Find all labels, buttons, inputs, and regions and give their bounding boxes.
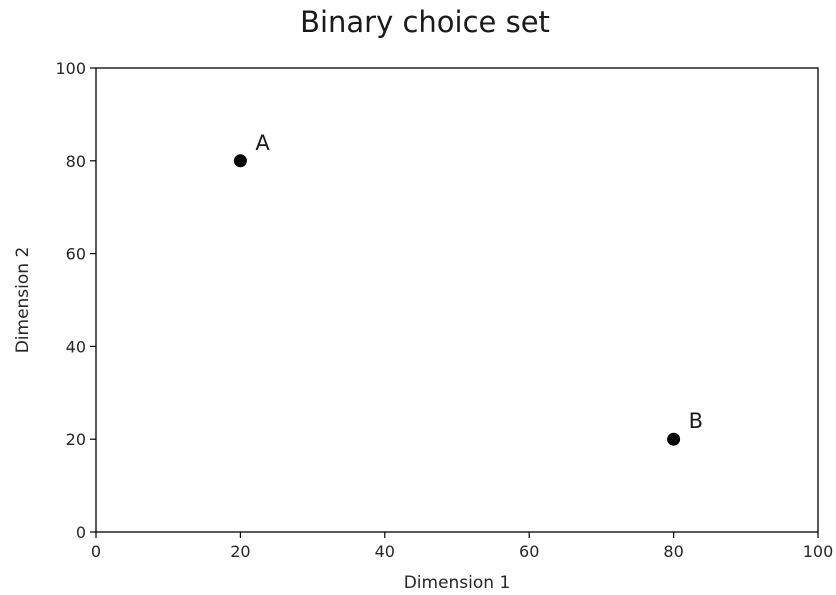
y-tick-label: 100 [55,59,86,78]
y-axis-ticks: 0 20 40 60 80 100 [55,59,96,542]
x-tick-label: 0 [91,542,101,561]
y-tick-label: 60 [66,245,86,264]
x-tick-label: 40 [375,542,395,561]
x-axis-label: Dimension 1 [404,573,511,593]
plot-area-frame [95,67,819,533]
x-tick-label: 80 [663,542,683,561]
x-tick-label: 100 [803,542,834,561]
x-tick-label: 20 [230,542,250,561]
x-axis-ticks: 0 20 40 60 80 100 [91,532,833,561]
data-points: AB [233,131,703,446]
data-point-a [233,154,247,168]
point-label-b: B [689,409,703,433]
x-tick-label: 60 [519,542,539,561]
chart-title: Binary choice set [300,5,550,39]
data-point-b [667,432,681,446]
y-tick-label: 0 [76,523,86,542]
y-tick-label: 80 [66,152,86,171]
y-tick-label: 20 [66,430,86,449]
y-tick-label: 40 [66,337,86,356]
y-axis-label: Dimension 2 [13,247,33,354]
point-label-a: A [255,131,270,155]
